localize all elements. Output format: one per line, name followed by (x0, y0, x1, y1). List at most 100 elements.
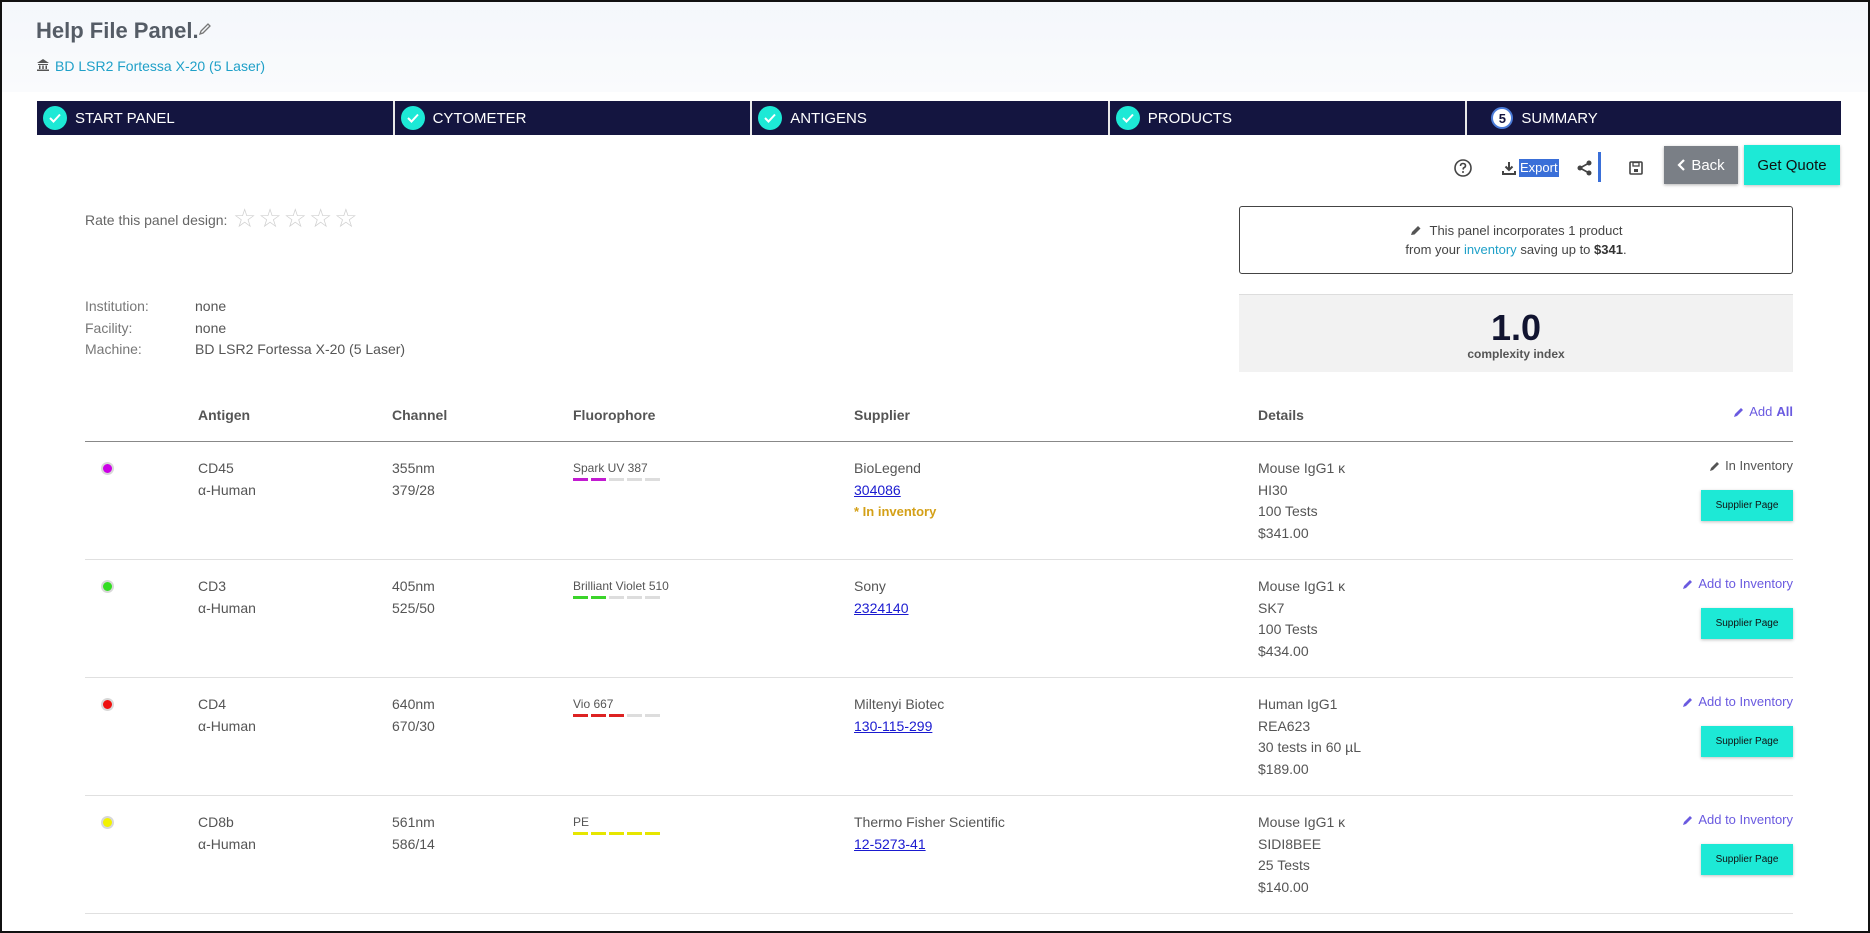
pack-size: 100 Tests (1258, 503, 1318, 519)
catalog-link[interactable]: 304086 (854, 481, 901, 498)
star-icon[interactable]: ☆ (283, 203, 307, 233)
star-rating[interactable]: ☆ ☆ ☆ ☆ ☆ (233, 204, 358, 232)
star-icon[interactable]: ☆ (334, 203, 358, 233)
filter: 525/50 (392, 599, 435, 616)
fluor-brightness-bar (645, 478, 660, 481)
isotype: Mouse IgG1 κ (1258, 814, 1346, 830)
laser: 405nm (392, 578, 435, 594)
add-all-button[interactable]: Add All (1733, 404, 1793, 419)
star-icon[interactable]: ☆ (233, 203, 257, 233)
pack-size: 25 Tests (1258, 857, 1310, 873)
details-cell: Human IgG1 REA623 30 tests in 60 µL $189.00 (1258, 694, 1361, 780)
channel-cell: 355nm 379/28 (392, 458, 435, 501)
savings-amount: $341 (1594, 242, 1623, 257)
supplier-page-button[interactable]: Supplier Page (1701, 608, 1793, 639)
wizard-step-4[interactable]: PRODUCTS (1110, 101, 1468, 135)
fluor-brightness-bar (609, 714, 624, 717)
header-details: Details (1258, 407, 1304, 423)
meta-value: BD LSR2 Fortessa X-20 (5 Laser) (195, 341, 406, 357)
step-label: START PANEL (75, 109, 175, 127)
price: $434.00 (1258, 642, 1309, 659)
inventory-action[interactable]: Add to Inventory (1682, 694, 1793, 709)
supplier-page-button[interactable]: Supplier Page (1701, 490, 1793, 521)
catalog-link[interactable]: 130-115-299 (854, 717, 933, 734)
export-button[interactable]: Export (1519, 159, 1559, 177)
edit-title-pencil-icon[interactable] (198, 22, 212, 36)
color-dot (101, 698, 114, 711)
fluorophore-cell: Spark UV 387 (573, 460, 660, 481)
wizard-step-1[interactable]: START PANEL (37, 101, 395, 135)
star-icon[interactable]: ☆ (258, 203, 282, 233)
laser: 561nm (392, 814, 435, 830)
antigen-name: CD4 (198, 696, 227, 712)
inventory-action[interactable]: Add to Inventory (1682, 812, 1793, 827)
isotype: Mouse IgG1 κ (1258, 460, 1346, 476)
step-label: CYTOMETER (432, 109, 527, 127)
pencil-icon (1710, 461, 1720, 471)
inventory-action-label: Add to Inventory (1698, 812, 1793, 827)
antigen-cell: CD4 α-Human (198, 694, 256, 737)
supplier-cell: Thermo Fisher Scientific 12-5273-41 (854, 812, 1005, 855)
wizard-step-3[interactable]: ANTIGENS (752, 101, 1110, 135)
wizard-step-5[interactable]: 5 SUMMARY (1467, 101, 1841, 135)
rating-label: Rate this panel design: (85, 212, 228, 228)
header-fluorophore: Fluorophore (573, 407, 656, 423)
fluor-brightness (573, 596, 669, 599)
help-icon[interactable] (1452, 157, 1474, 179)
star-icon[interactable]: ☆ (308, 203, 333, 233)
download-icon[interactable] (1498, 157, 1520, 179)
supplier-name: Sony (854, 578, 886, 594)
share-icon[interactable] (1574, 157, 1596, 179)
supplier-page-button[interactable]: Supplier Page (1701, 844, 1793, 875)
inventory-action-label: Add to Inventory (1698, 694, 1793, 709)
inventory-link[interactable]: inventory (1463, 242, 1517, 257)
pencil-icon (1734, 407, 1744, 417)
antigen-name: CD45 (198, 460, 234, 476)
page-title: Help File Panel. (36, 18, 199, 43)
save-icon[interactable] (1625, 157, 1647, 179)
catalog-link[interactable]: 2324140 (854, 599, 909, 616)
header-antigen: Antigen (198, 407, 251, 423)
inventory-savings-box: This panel incorporates 1 product from y… (1239, 206, 1793, 274)
inventory-action[interactable]: Add to Inventory (1682, 576, 1793, 591)
table-row: CD8b α-Human 561nm 586/14 PE Thermo Fisher Sc… (85, 796, 1793, 914)
details-cell: Mouse IgG1 κ SIDI8BEE 25 Tests $140.00 (1258, 812, 1345, 898)
complexity-index-card: 1.0 complexity index (1239, 294, 1793, 372)
laser: 640nm (392, 696, 435, 712)
antigen-cell: CD45 α-Human (198, 458, 256, 501)
details-cell: Mouse IgG1 κ SK7 100 Tests $434.00 (1258, 576, 1345, 662)
filter: 379/28 (392, 481, 435, 498)
clone: SK7 (1258, 599, 1285, 616)
supplier-page-button[interactable]: Supplier Page (1701, 726, 1793, 757)
back-button[interactable]: Back (1664, 146, 1738, 184)
antigen-name: CD3 (198, 578, 227, 594)
channel-cell: 405nm 525/50 (392, 576, 435, 619)
step-number: 5 (1491, 107, 1514, 129)
meta-value: none (195, 319, 227, 336)
info-line2-mid: saving up to (1520, 242, 1591, 257)
details-cell: Mouse IgG1 κ HI30 100 Tests $341.00 (1258, 458, 1345, 544)
fluor-brightness-bar (645, 832, 660, 835)
header-channel: Channel (392, 407, 448, 423)
fluor-brightness-bar (591, 596, 606, 599)
step-label: SUMMARY (1521, 109, 1598, 127)
back-label: Back (1691, 156, 1725, 174)
antigen-species: α-Human (198, 481, 256, 498)
complexity-label: complexity index (1467, 347, 1565, 361)
price: $341.00 (1258, 524, 1309, 541)
inventory-action[interactable]: In Inventory (1709, 458, 1793, 473)
get-quote-button[interactable]: Get Quote (1744, 145, 1840, 185)
supplier-cell: BioLegend 304086 * In inventory (854, 458, 936, 523)
fluor-brightness-bar (609, 832, 624, 835)
check-icon (1115, 106, 1140, 130)
fluorophore-name: Vio 667 (573, 697, 614, 711)
wizard-step-2[interactable]: CYTOMETER (395, 101, 753, 135)
catalog-link[interactable]: 12-5273-41 (854, 835, 926, 852)
color-dot (101, 816, 114, 829)
fluor-brightness (573, 478, 660, 481)
machine-link[interactable]: BD LSR2 Fortessa X-20 (5 Laser) (55, 58, 266, 74)
info-line1: This panel incorporates 1 product (1429, 223, 1623, 238)
antigen-species: α-Human (198, 717, 256, 734)
fluorophore-name: Spark UV 387 (573, 461, 648, 475)
fluorophore-name: PE (573, 815, 590, 829)
